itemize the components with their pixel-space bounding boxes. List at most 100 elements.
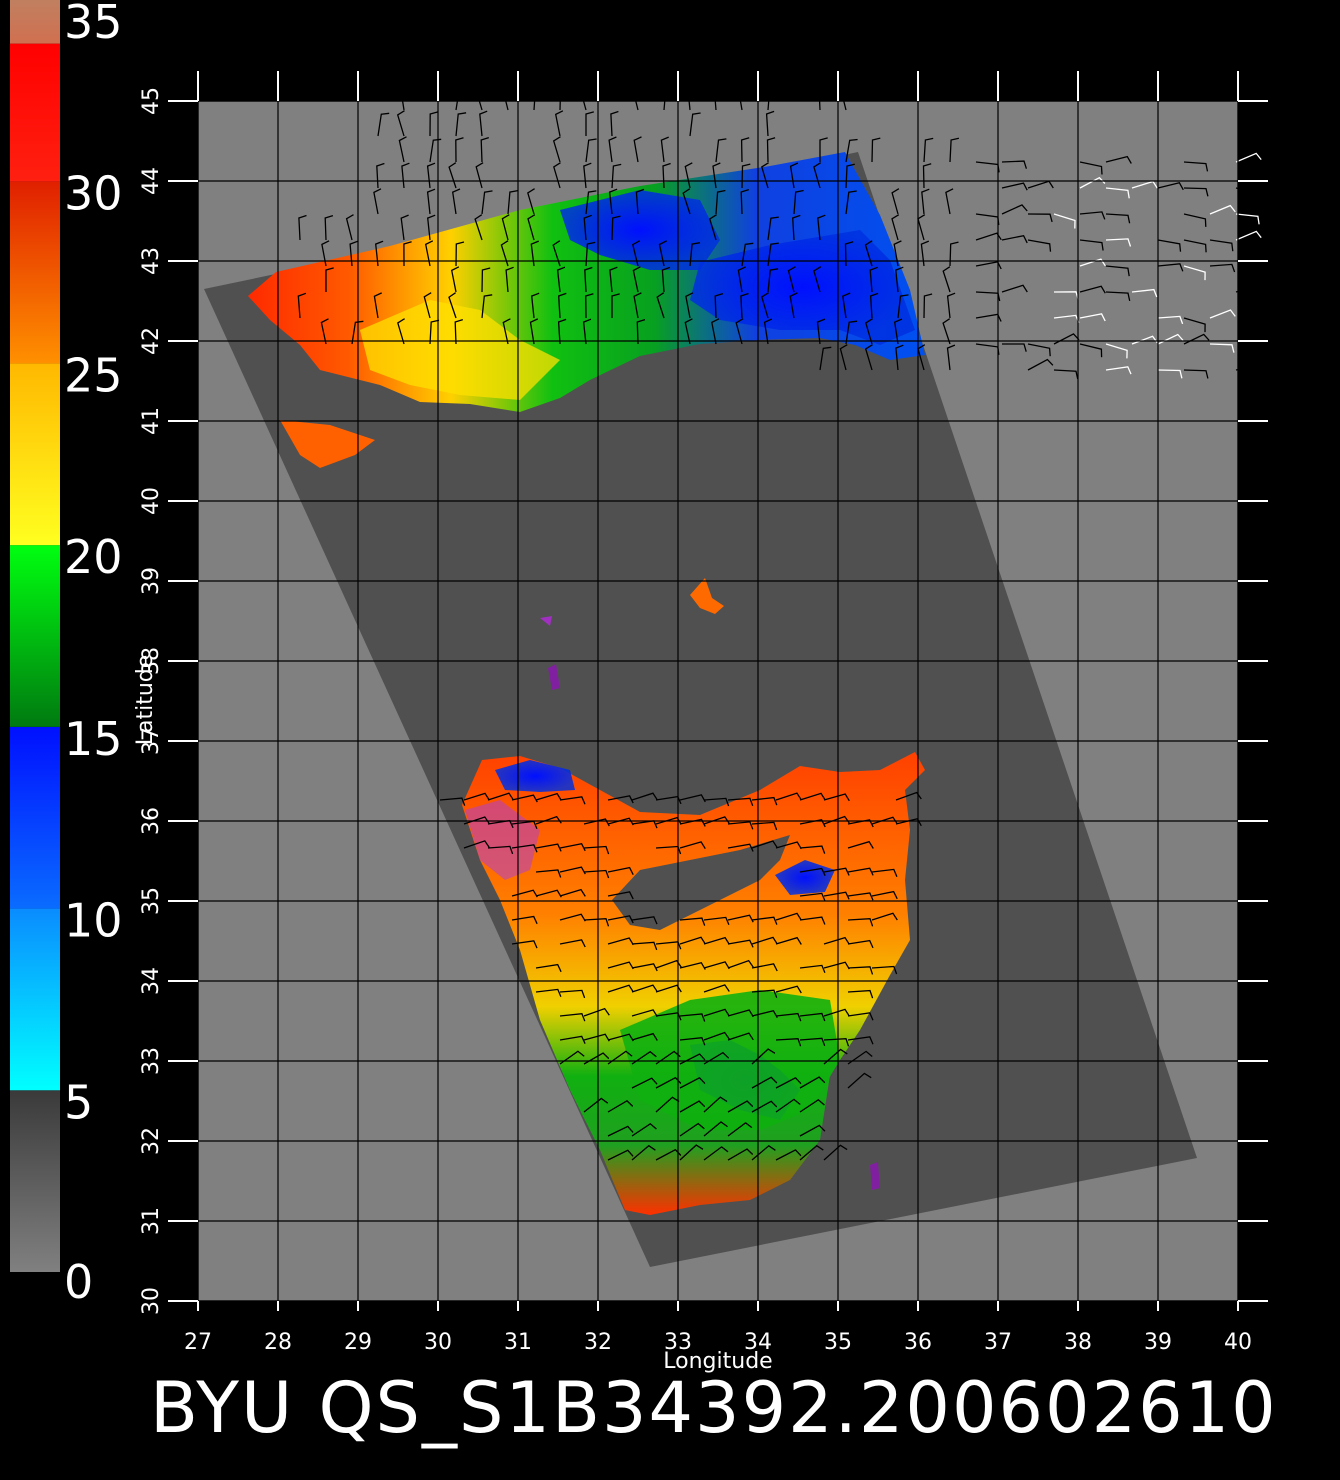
wind-barb xyxy=(451,188,461,215)
wind-barb xyxy=(607,915,634,924)
y-tick-label: 30 xyxy=(139,1287,164,1315)
y-tick-label: 42 xyxy=(139,327,164,355)
wind-barb xyxy=(631,1122,657,1137)
wind-barb xyxy=(946,292,956,319)
wind-barb xyxy=(631,1032,658,1041)
wind-barb xyxy=(403,241,412,267)
colorbar-label: 35 xyxy=(64,0,123,49)
wind-barb xyxy=(636,318,646,345)
wind-barb xyxy=(895,344,904,371)
wind-barb xyxy=(583,869,610,879)
colorbar-band xyxy=(10,1090,60,1272)
wind-barb xyxy=(400,214,409,241)
south-purple-edge xyxy=(465,800,540,880)
x-tick-label: 30 xyxy=(424,1330,452,1355)
grid-lines xyxy=(197,100,1239,1302)
wind-barb xyxy=(679,1076,706,1089)
wind-barb xyxy=(1209,309,1236,319)
wind-barb xyxy=(737,266,746,293)
y-tick-label: 37 xyxy=(139,727,164,755)
wind-barb xyxy=(1235,230,1262,241)
wind-barb xyxy=(679,917,706,926)
wind-barb xyxy=(1105,238,1132,247)
wind-barb xyxy=(679,1013,706,1022)
colorbar-band xyxy=(10,181,60,364)
wind-barb xyxy=(583,1033,610,1042)
wind-barb xyxy=(775,841,802,850)
wind-barb xyxy=(727,939,754,948)
wind-barb xyxy=(584,266,593,293)
wind-barb xyxy=(535,843,562,852)
wind-barb xyxy=(501,84,510,111)
wind-barb xyxy=(751,989,778,998)
wind-barb xyxy=(727,821,754,830)
wind-barb xyxy=(1183,265,1206,281)
colorbar-label: 15 xyxy=(64,712,123,766)
y-tick-label: 45 xyxy=(139,87,164,115)
wind-barb xyxy=(1209,343,1235,353)
wind-barb xyxy=(1157,315,1184,325)
purple-speck-1 xyxy=(540,616,552,626)
x-tick-label: 35 xyxy=(824,1330,852,1355)
wind-barb xyxy=(507,189,518,215)
wind-barb xyxy=(1027,239,1052,252)
wind-barb xyxy=(1183,317,1206,333)
wind-barb xyxy=(715,138,727,163)
wind-barb xyxy=(847,867,874,876)
wind-barb xyxy=(607,984,634,993)
x-tick-label: 38 xyxy=(1064,1330,1092,1355)
wind-barb xyxy=(679,1037,706,1046)
wind-barb xyxy=(527,214,536,241)
wind-barb xyxy=(1157,263,1184,272)
wind-barb xyxy=(1157,239,1182,252)
wind-barb xyxy=(632,240,641,267)
wind-barb xyxy=(583,214,592,241)
wind-barb xyxy=(373,188,382,215)
wind-barb xyxy=(775,1012,802,1022)
x-tick-label: 40 xyxy=(1224,1330,1252,1355)
wind-barb xyxy=(631,1009,658,1018)
wind-barb xyxy=(847,1050,873,1065)
wind-barb xyxy=(559,1050,585,1065)
wind-barb xyxy=(455,241,465,267)
wind-barb xyxy=(349,240,358,267)
wind-barb xyxy=(511,940,538,949)
wind-barb xyxy=(871,868,898,878)
wind-barb xyxy=(799,1098,825,1113)
wind-barb xyxy=(775,1149,802,1161)
wind-barb xyxy=(552,240,561,267)
wind-barb xyxy=(345,214,354,241)
north-blue-patch-east xyxy=(690,230,915,345)
purple-speck-2 xyxy=(548,664,560,690)
wind-barb xyxy=(864,240,873,267)
colorbar-band xyxy=(10,726,60,909)
wind-barb xyxy=(500,240,509,267)
wind-barb xyxy=(608,188,618,215)
wind-barb xyxy=(740,292,749,319)
wind-barb xyxy=(655,959,682,969)
y-tick-label: 39 xyxy=(139,567,164,595)
wind-barb xyxy=(763,318,773,345)
wind-barb xyxy=(1209,204,1236,215)
wind-barb xyxy=(479,110,488,137)
wind-barb xyxy=(399,84,409,111)
wind-barb xyxy=(556,266,566,293)
wind-barb xyxy=(823,867,850,876)
wind-barb xyxy=(321,240,330,267)
wind-barb xyxy=(1079,258,1106,267)
wind-barb xyxy=(1209,263,1236,273)
wind-barb xyxy=(871,890,898,900)
wind-barb xyxy=(631,84,640,111)
wind-barb xyxy=(949,137,960,163)
axis-ticks xyxy=(168,71,1268,1311)
wind-barb xyxy=(1157,182,1184,191)
wind-barb xyxy=(1027,343,1051,357)
wind-barb xyxy=(631,1050,657,1065)
wind-barb xyxy=(511,844,538,853)
wind-barb xyxy=(775,912,802,921)
wind-barb xyxy=(481,267,491,293)
wind-barb xyxy=(775,792,802,801)
satellite-swath xyxy=(204,152,1197,1267)
north-yellow-band xyxy=(360,300,560,400)
y-tick-label: 32 xyxy=(139,1127,164,1155)
